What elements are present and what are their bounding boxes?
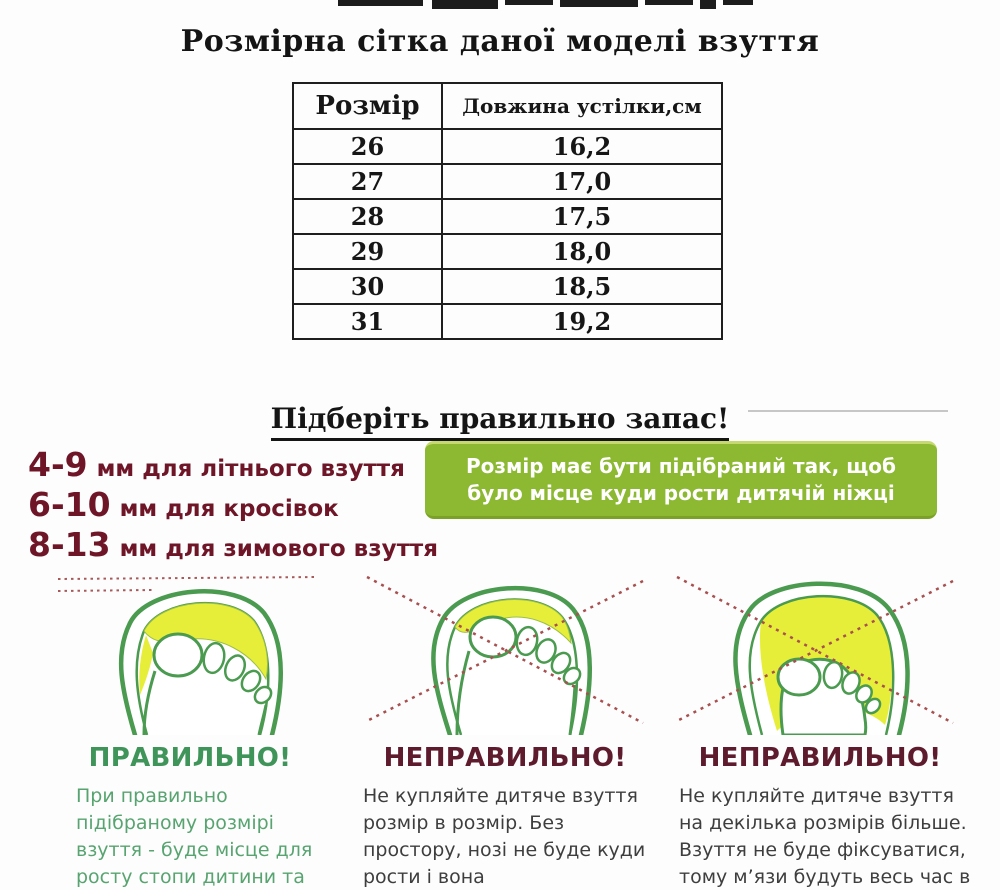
- table-header-row: Розмір Довжина устілки,см: [292, 82, 723, 130]
- cropped-text-fragment: [338, 0, 423, 6]
- insole-length-cell: 19,2: [441, 303, 723, 340]
- allowance-heading: Підберіть правильно запас!: [0, 402, 1000, 441]
- insole-length-cell: 18,5: [441, 268, 723, 305]
- insole-length-cell: 17,5: [441, 198, 723, 235]
- allowance-range: 8-13: [28, 525, 111, 564]
- fit-example-correct: ПРАВИЛЬНО! При правильно підібраному роз…: [40, 563, 340, 890]
- cropped-text-fragment: [505, 0, 553, 5]
- allowance-line: 6-10 мм для кросівок: [28, 486, 438, 524]
- table-row: 30 18,5: [292, 268, 723, 305]
- table-row: 26 16,2: [292, 128, 723, 165]
- fit-verdict-label: НЕПРАВИЛЬНО!: [698, 743, 942, 773]
- fit-verdict-label: НЕПРАВИЛЬНО!: [383, 743, 627, 773]
- allowance-text: мм для кросівок: [119, 496, 339, 522]
- allowance-line: 8-13 мм для зимового взуття: [28, 526, 438, 564]
- size-cell: 29: [292, 233, 443, 270]
- cropped-text-fragment: [560, 0, 638, 7]
- allowance-text: мм для літнього взуття: [96, 456, 405, 482]
- fit-example-too-loose: НЕПРАВИЛЬНО! Не купляйте дитяче взуття н…: [665, 563, 975, 890]
- insole-length-cell: 16,2: [441, 128, 723, 165]
- table-row: 31 19,2: [292, 303, 723, 340]
- size-cell: 28: [292, 198, 443, 235]
- foot-too-loose-crossed-icon: [676, 575, 954, 738]
- size-column-header: Розмір: [292, 82, 443, 130]
- foot-too-tight-crossed-icon: [366, 575, 644, 738]
- fit-description: Не купляйте дитяче взуття розмір в розмі…: [363, 785, 646, 888]
- insole-length-column-header: Довжина устілки,см: [441, 82, 723, 130]
- fit-note-text: Розмір має бути підібраний так, щоб було…: [465, 454, 897, 505]
- allowance-recommendations: 4-9 мм для літнього взуття 6-10 мм для кро…: [28, 446, 438, 566]
- fit-verdict-label: ПРАВИЛЬНО!: [88, 743, 292, 773]
- size-cell: 27: [292, 163, 443, 200]
- cropped-text-fragment: [645, 0, 693, 5]
- fit-description: При правильно підібраному розмірі взуття…: [76, 785, 313, 888]
- insole-length-cell: 18,0: [441, 233, 723, 270]
- fit-example-too-tight: НЕПРАВИЛЬНО! Не купляйте дитяче взуття р…: [355, 563, 655, 890]
- size-cell: 26: [292, 128, 443, 165]
- insole-length-cell: 17,0: [441, 163, 723, 200]
- cropped-text-fragment: [700, 0, 716, 9]
- table-row: 29 18,0: [292, 233, 723, 270]
- allowance-text: мм для зимового взуття: [119, 536, 438, 562]
- cropped-text-fragment: [723, 0, 753, 5]
- allowance-line: 4-9 мм для літнього взуття: [28, 446, 438, 484]
- fit-description: Не купляйте дитяче взуття на декілька ро…: [679, 785, 971, 888]
- table-row: 28 17,5: [292, 198, 723, 235]
- table-row: 27 17,0: [292, 163, 723, 200]
- fit-note-callout: Розмір має бути підібраний так, щоб було…: [425, 441, 937, 519]
- cropped-text-fragment: [432, 0, 498, 9]
- size-cell: 31: [292, 303, 443, 340]
- size-cell: 30: [292, 268, 443, 305]
- foot-with-growth-room-icon: [57, 576, 319, 738]
- allowance-range: 4-9: [28, 445, 88, 484]
- allowance-range: 6-10: [28, 485, 111, 524]
- page-title: Розмірна сітка даної моделі взуття: [180, 24, 820, 59]
- horizontal-rule: [748, 410, 948, 412]
- size-table: Розмір Довжина устілки,см 26 16,2 27 17,…: [292, 82, 723, 340]
